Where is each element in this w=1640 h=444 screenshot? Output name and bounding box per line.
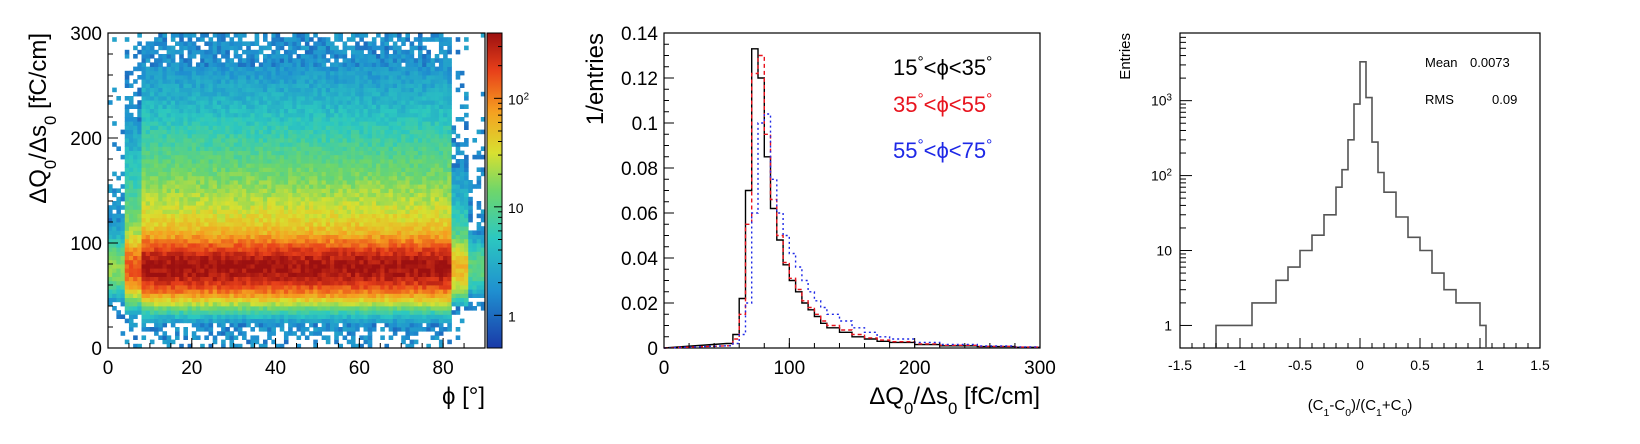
x-tick-label: -0.5 xyxy=(1288,357,1312,373)
y-tick-label: 1 xyxy=(1164,317,1172,333)
x-axis-label: ΔQ0/Δs0 [fC/cm] xyxy=(869,383,1040,418)
x-tick-label: 100 xyxy=(773,358,805,379)
y-tick-label: 0.06 xyxy=(621,204,658,225)
y-tick-label: 0 xyxy=(647,339,658,360)
heatmap-cells xyxy=(108,33,486,349)
y-tick-label: 0.1 xyxy=(632,114,658,135)
stat-mean-label: Mean xyxy=(1425,55,1458,70)
y-tick-label: 0.08 xyxy=(621,159,658,180)
heatmap-panel: 0 20 40 60 80 0 100 200 300 ϕ [°] ΔQ0/Δs0 [fC/cm] 1… xyxy=(25,24,529,410)
asymmetry-panel: -1.5 -1 -0.5 0 0.5 1 1.5 1 10 102 103 (C1-C0)/(C1+C… xyxy=(1117,32,1550,419)
colorbar xyxy=(486,32,503,349)
y-tick-label: 100 xyxy=(70,234,102,255)
x-tick-label: -1 xyxy=(1234,357,1247,373)
y-tick-label: 0.12 xyxy=(621,69,658,90)
x-tick-label: 20 xyxy=(181,358,202,379)
colorbar-tick-label: 1 xyxy=(508,308,516,324)
y-tick-label: 102 xyxy=(1151,167,1172,184)
x-tick-label: 0 xyxy=(1356,357,1364,373)
x-tick-label: 300 xyxy=(1024,358,1056,379)
x-tick-label: 1.5 xyxy=(1530,357,1550,373)
x-axis-label: ϕ [°] xyxy=(442,383,485,410)
histogram-panel: 0 100 200 300 0 0.02 0.04 0.06 0.08 0.1 0.12 0.14 ΔQ… xyxy=(582,24,1056,418)
x-tick-label: 0 xyxy=(103,358,114,379)
x-tick-label: 60 xyxy=(349,358,370,379)
y-tick-label: 103 xyxy=(1151,92,1173,109)
x-tick-label: -1.5 xyxy=(1168,357,1192,373)
legend-entry-3: 55°<ϕ<75° xyxy=(893,137,992,164)
y-tick-label: 0.04 xyxy=(621,249,658,270)
stat-mean-value: 0.0073 xyxy=(1470,55,1510,70)
y-tick-label: 10 xyxy=(1156,243,1172,259)
stat-rms-value: 0.09 xyxy=(1492,92,1517,107)
legend-entry-2: 35°<ϕ<55° xyxy=(893,91,992,118)
asymmetry-line xyxy=(1215,61,1487,348)
y-tick-label: 0.02 xyxy=(621,294,658,315)
y-tick-label: 300 xyxy=(70,24,102,45)
x-tick-label: 1 xyxy=(1476,357,1484,373)
y-tick-label: 0 xyxy=(91,339,102,360)
y-tick-label: 200 xyxy=(70,129,102,150)
x-tick-label: 80 xyxy=(433,358,454,379)
colorbar-tick-label: 10 xyxy=(508,200,524,216)
stat-rms-label: RMS xyxy=(1425,92,1454,107)
colorbar-tick-label: 102 xyxy=(508,91,529,108)
legend-entry-1: 15°<ϕ<35° xyxy=(893,54,992,81)
y-axis-label: 1/entries xyxy=(582,33,609,125)
x-tick-label: 40 xyxy=(265,358,286,379)
y-axis-label: ΔQ0/Δs0 [fC/cm] xyxy=(25,33,60,204)
series-line-2 xyxy=(663,54,1040,349)
histogram-frame xyxy=(663,32,1041,349)
series-line-3 xyxy=(663,113,1040,349)
y-axis-label: Entries xyxy=(1117,33,1134,80)
x-axis-label: (C1-C0)/(C1+C0) xyxy=(1308,397,1413,419)
x-tick-label: 0.5 xyxy=(1410,357,1430,373)
x-tick-label: 200 xyxy=(899,358,931,379)
x-tick-label: 0 xyxy=(659,358,670,379)
y-tick-label: 0.14 xyxy=(621,24,658,45)
